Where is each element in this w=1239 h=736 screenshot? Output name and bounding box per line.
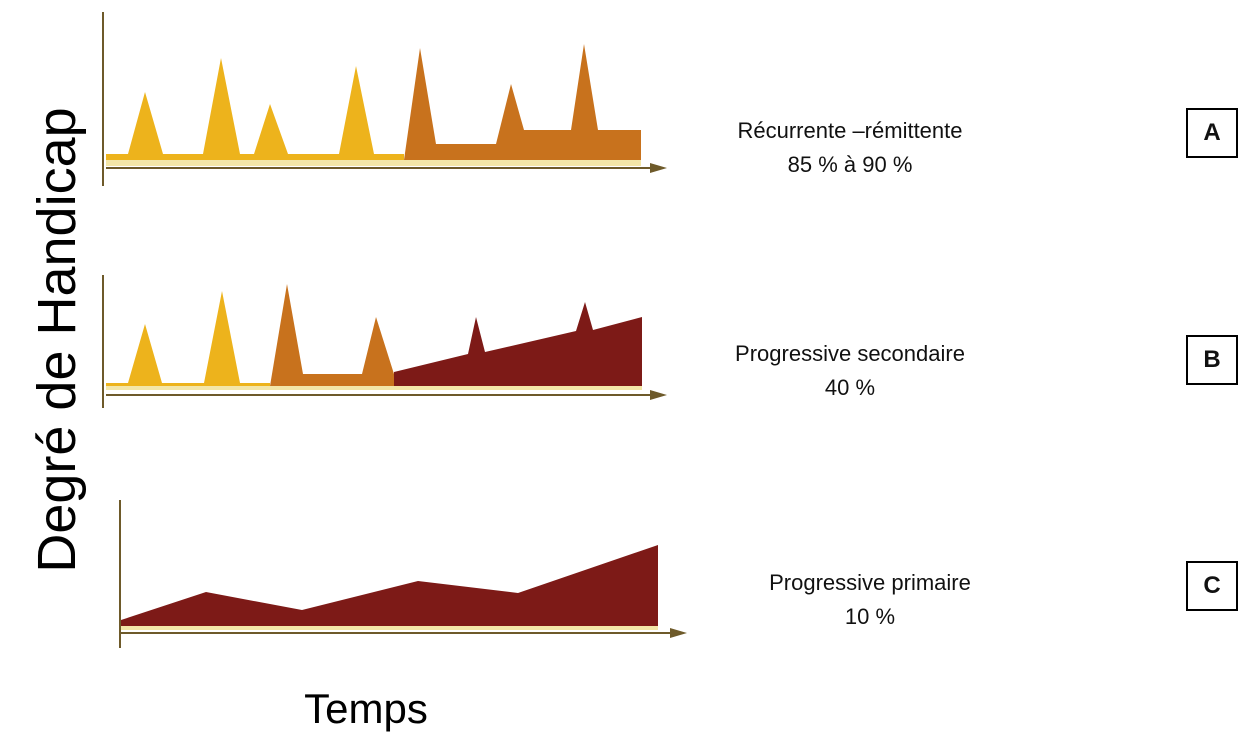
y-axis-label: Degré de Handicap — [27, 107, 87, 573]
panel-a-graph — [102, 12, 667, 186]
panel-a-value: 85 % à 90 % — [787, 152, 913, 177]
panel-a-baseline — [106, 160, 641, 166]
panel-c-progression-area — [121, 545, 658, 626]
panel-a-title: Récurrente –rémittente — [737, 118, 963, 143]
panel-c-title: Progressive primaire — [769, 570, 971, 595]
panel-a-caption: Récurrente –rémittente 85 % à 90 % — [690, 114, 1010, 182]
panel-a-relapse-peaks — [106, 58, 404, 160]
panel-b-title: Progressive secondaire — [735, 341, 965, 366]
panel-b-value: 40 % — [824, 375, 876, 400]
panel-c-value: 10 % — [844, 604, 896, 629]
panel-a-progression-area — [404, 44, 641, 160]
x-axis-label: Temps — [304, 685, 428, 732]
panel-a-x-arrow — [650, 163, 667, 173]
panel-b-letter-box: B — [1186, 335, 1238, 385]
panel-b-graph — [102, 275, 667, 408]
panel-c-x-arrow — [670, 628, 687, 638]
panel-a-letter-box: A — [1186, 108, 1238, 158]
panel-c-graph — [119, 500, 687, 648]
panel-b-relapse-peaks — [106, 291, 270, 386]
panel-b-orange-phase — [270, 284, 394, 386]
panel-c-letter-box: C — [1186, 561, 1238, 611]
panel-b-baseline — [106, 386, 642, 390]
panel-c-caption: Progressive primaire 10 % — [710, 566, 1030, 634]
panel-b-progression-area — [394, 302, 642, 386]
panel-c-baseline — [121, 626, 658, 630]
panel-b-caption: Progressive secondaire 40 % — [690, 337, 1010, 405]
panel-b-x-arrow — [650, 390, 667, 400]
